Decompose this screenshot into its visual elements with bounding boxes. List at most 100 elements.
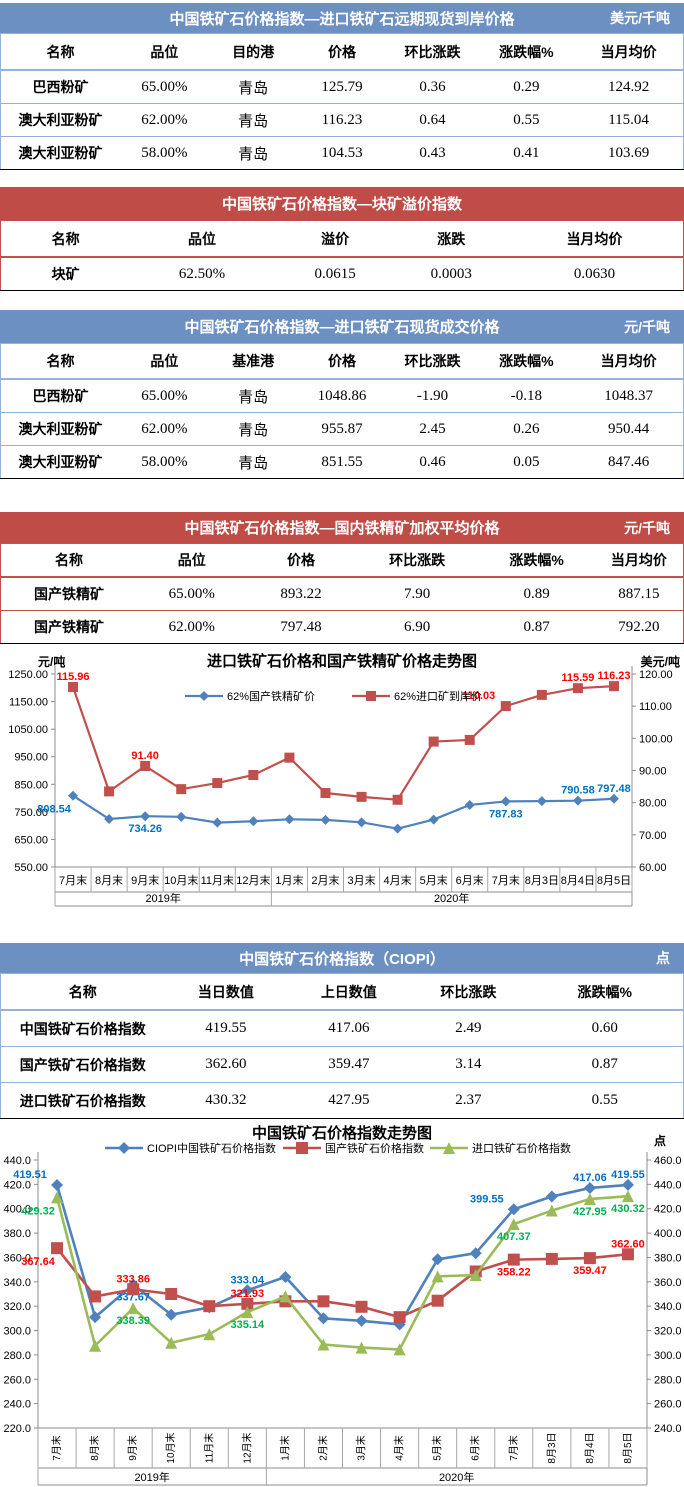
right-tick-label: 90.00 bbox=[639, 766, 667, 778]
column-header: 当月均价 bbox=[574, 343, 684, 380]
category-label: 2月末 bbox=[311, 873, 339, 887]
column-header: 涨跌 bbox=[396, 220, 506, 258]
value-cell: 58.00% bbox=[120, 136, 209, 170]
data-label: 734.26 bbox=[128, 823, 162, 835]
right-tick-label: 340.0 bbox=[654, 1301, 682, 1313]
right-tick-label: 300.0 bbox=[654, 1350, 682, 1362]
diamond-marker bbox=[500, 796, 511, 807]
right-tick-label: 320.0 bbox=[654, 1326, 682, 1338]
data-label: 417.06 bbox=[573, 1172, 607, 1184]
value-cell: 0.55 bbox=[478, 103, 575, 137]
value-cell: 0.46 bbox=[386, 445, 479, 479]
table-title-bar: 中国铁矿石价格指数—块矿溢价指数 bbox=[0, 187, 684, 220]
row-name-cell: 澳大利亚粉矿 bbox=[0, 412, 121, 446]
value-cell: 427.95 bbox=[287, 1082, 411, 1119]
category-label: 7月末 bbox=[492, 873, 520, 887]
data-table: 名称 品位 目的港 价格 环比涨跌 涨跌幅% 当月均价 巴西粉矿 65.00% 青岛 125.79 0… bbox=[0, 33, 684, 170]
value-cell: 62.50% bbox=[130, 257, 274, 291]
value-cell: 0.0630 bbox=[505, 257, 684, 291]
value-cell: 887.15 bbox=[594, 577, 684, 611]
column-header: 环比涨跌 bbox=[410, 973, 527, 1011]
square-marker bbox=[51, 1242, 64, 1255]
value-cell: 青岛 bbox=[208, 379, 298, 413]
value-cell: 0.26 bbox=[478, 412, 575, 446]
row-name-cell: 中国铁矿石价格指数 bbox=[0, 1010, 165, 1047]
value-cell: 2.49 bbox=[410, 1010, 527, 1047]
column-header: 名称 bbox=[0, 973, 165, 1011]
header-row: 名称 品位 价格 环比涨跌 涨跌幅% 当月均价 bbox=[0, 543, 684, 578]
data-label: 362.60 bbox=[611, 1238, 645, 1250]
right-tick-label: 400.0 bbox=[654, 1228, 682, 1240]
diamond-marker bbox=[507, 1203, 520, 1216]
data-label: 787.83 bbox=[489, 808, 523, 820]
category-label: 1月末 bbox=[278, 1435, 291, 1461]
value-cell: 0.89 bbox=[478, 577, 595, 611]
table-row: 块矿 62.50% 0.0615 0.0003 0.0630 bbox=[0, 257, 684, 291]
left-tick-label: 300.0 bbox=[3, 1326, 31, 1338]
right-tick-label: 60.00 bbox=[639, 862, 667, 874]
category-label: 6月末 bbox=[456, 873, 484, 887]
legend-label: 国产铁矿石价格指数 bbox=[325, 1141, 424, 1155]
column-header: 目的港 bbox=[208, 33, 298, 71]
square-marker bbox=[127, 1283, 140, 1296]
square-marker bbox=[500, 701, 511, 712]
table-ciopi-index: 中国铁矿石价格指数（CIOPI）点名称 当日数值 上日数值 环比涨跌 涨跌幅% 中国铁矿石… bbox=[0, 943, 684, 1119]
left-tick-label: 1050.00 bbox=[8, 724, 48, 736]
left-tick-label: 1250.00 bbox=[8, 669, 48, 681]
table-unit: 美元/千吨 bbox=[610, 10, 670, 26]
column-header: 环比涨跌 bbox=[386, 33, 479, 71]
right-tick-label: 360.0 bbox=[654, 1277, 682, 1289]
legend-marker bbox=[443, 1142, 455, 1154]
diamond-marker bbox=[608, 793, 619, 804]
value-cell: 6.90 bbox=[355, 610, 479, 644]
table-title-bar: 中国铁矿石价格指数—进口铁矿石现货成交价格 元/千吨 bbox=[0, 310, 684, 343]
square-marker bbox=[212, 778, 223, 789]
legend-marker bbox=[199, 691, 209, 701]
column-header: 当月均价 bbox=[574, 33, 684, 71]
table-import-spot-transaction-price: 中国铁矿石价格指数—进口铁矿石现货成交价格 元/千吨 名称 品位 基准港 价格 环比涨跌 涨跌… bbox=[0, 310, 684, 479]
square-marker bbox=[583, 1252, 596, 1265]
table-row: 巴西粉矿 65.00% 青岛 125.79 0.36 0.29 124.92 bbox=[0, 70, 684, 104]
right-tick-label: 120.00 bbox=[639, 669, 673, 681]
triangle-marker bbox=[545, 1204, 558, 1217]
category-label: 4月末 bbox=[393, 1435, 406, 1461]
value-cell: 851.55 bbox=[297, 445, 387, 479]
right-tick-label: 70.00 bbox=[639, 830, 667, 842]
data-table: 名称 当日数值 上日数值 环比涨跌 涨跌幅% 中国铁矿石价格指数 419.55 417.06 2… bbox=[0, 973, 684, 1119]
category-label: 8月5日 bbox=[622, 1432, 634, 1463]
diamond-marker bbox=[320, 814, 331, 825]
column-header: 品位 bbox=[130, 220, 274, 258]
category-label: 8月4日 bbox=[561, 875, 595, 887]
value-cell: 0.29 bbox=[478, 70, 575, 104]
table-title: 中国铁矿石价格指数（CIOPI） bbox=[239, 950, 445, 968]
chart2-title: 中国铁矿石价格指数走势图 bbox=[251, 1125, 432, 1142]
square-marker bbox=[393, 1311, 406, 1324]
table-row: 国产铁精矿 62.00% 797.48 6.90 0.87 792.20 bbox=[0, 610, 684, 644]
square-marker bbox=[464, 734, 475, 745]
category-label: 5月末 bbox=[431, 1435, 444, 1461]
value-cell: 797.48 bbox=[246, 610, 356, 644]
triangle-marker bbox=[51, 1191, 64, 1204]
right-tick-label: 100.00 bbox=[639, 733, 673, 745]
column-header: 环比涨跌 bbox=[386, 343, 479, 380]
column-header: 涨跌幅% bbox=[478, 343, 575, 380]
row-name-cell: 国产铁精矿 bbox=[0, 610, 138, 644]
chart1-title: 进口铁矿石价格和国产铁精矿价格走势图 bbox=[206, 653, 477, 670]
data-label: 115.96 bbox=[57, 671, 90, 683]
value-cell: 0.36 bbox=[386, 70, 479, 104]
category-label: 8月3日 bbox=[546, 1432, 558, 1463]
category-label: 4月末 bbox=[384, 873, 412, 887]
square-marker bbox=[176, 784, 187, 795]
diamond-marker bbox=[176, 811, 187, 822]
left-tick-label: 1150.00 bbox=[9, 697, 48, 709]
diamond-marker bbox=[392, 823, 403, 834]
table-row: 中国铁矿石价格指数 419.55 417.06 2.49 0.60 bbox=[0, 1010, 684, 1047]
square-marker bbox=[203, 1300, 216, 1313]
value-cell: 0.43 bbox=[386, 136, 479, 170]
price-trend-line-chart: 1250.00 1150.00 1050.00 950.00 850.00 750.00 6… bbox=[8, 666, 673, 907]
category-label: 8月末 bbox=[88, 1435, 101, 1461]
left-tick-label: 240.0 bbox=[3, 1399, 31, 1411]
square-marker bbox=[356, 791, 367, 802]
row-name-cell: 进口铁矿石价格指数 bbox=[0, 1082, 165, 1119]
value-cell: 65.00% bbox=[120, 379, 209, 413]
